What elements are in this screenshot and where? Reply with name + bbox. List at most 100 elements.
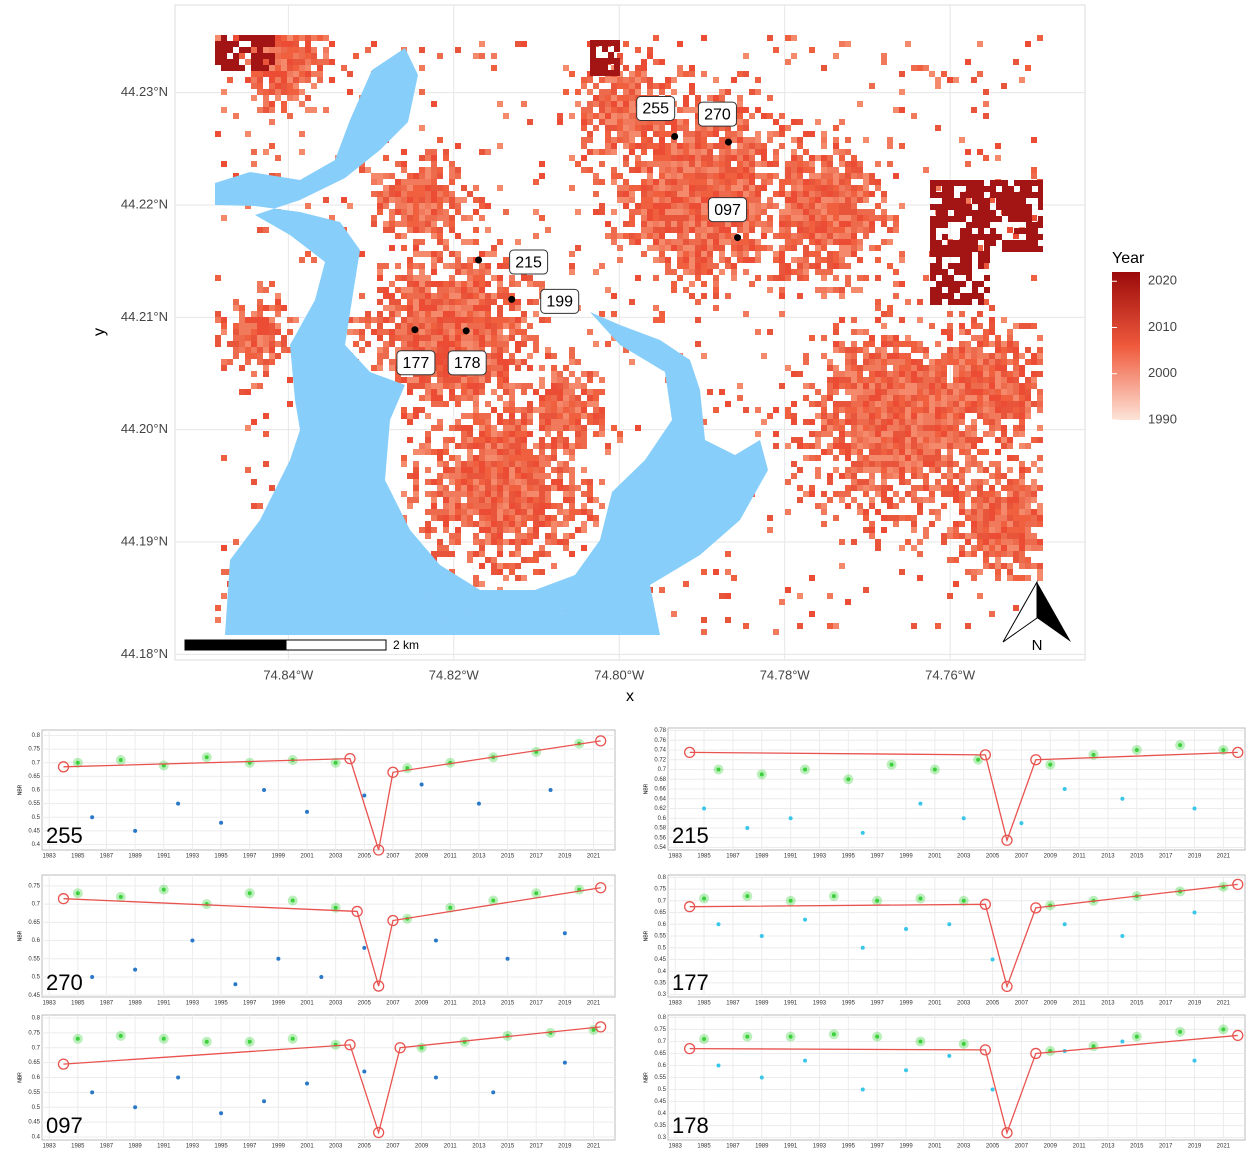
raster-cell (491, 323, 497, 329)
raster-cell (965, 461, 971, 467)
x-tick-label: 1985 (697, 854, 711, 860)
raster-cell (923, 371, 929, 377)
raster-cell (701, 617, 707, 623)
raster-cell (881, 209, 887, 215)
raster-cell (407, 263, 413, 269)
raster-cell (467, 305, 473, 311)
raster-cell (503, 455, 509, 461)
raster-cell (941, 419, 947, 425)
raster-cell (701, 221, 707, 227)
raster-cell (377, 197, 383, 203)
raster-cell (875, 395, 881, 401)
raster-cell (845, 377, 851, 383)
raster-cell (653, 155, 659, 161)
raster-cell (863, 233, 869, 239)
x-tick-label: 2021 (587, 1001, 601, 1007)
raster-cell (431, 191, 437, 197)
raster-cell (851, 539, 857, 545)
raster-cell (845, 191, 851, 197)
raster-cell (665, 155, 671, 161)
raster-cell (551, 377, 557, 383)
raster-cell (953, 353, 959, 359)
raster-cell (833, 341, 839, 347)
raster-cell (839, 431, 845, 437)
raster-cell (755, 89, 761, 95)
raster-cell (443, 149, 449, 155)
raster-cell (527, 539, 533, 545)
raster-cell (563, 395, 569, 401)
raster-cell (983, 497, 989, 503)
raster-cell (803, 221, 809, 227)
raster-cell (953, 443, 959, 449)
raster-cell (959, 371, 965, 377)
raster-cell (269, 47, 275, 53)
raster-cell (959, 359, 965, 365)
raster-cell (683, 107, 689, 113)
raster-cell (959, 365, 965, 371)
raster-cell (689, 71, 695, 77)
raster-cell (815, 191, 821, 197)
raster-cell (413, 377, 419, 383)
raster-cell (683, 209, 689, 215)
raster-cell (539, 509, 545, 515)
nbr-outlier (477, 802, 481, 806)
raster-cell (590, 40, 596, 46)
raster-cell (401, 491, 407, 497)
raster-cell (275, 89, 281, 95)
raster-cell (1037, 569, 1043, 575)
raster-cell (491, 425, 497, 431)
raster-cell (869, 407, 875, 413)
raster-cell (467, 269, 473, 275)
raster-cell (683, 287, 689, 293)
raster-cell (527, 365, 533, 371)
raster-cell (539, 503, 545, 509)
raster-cell (1013, 485, 1019, 491)
raster-cell (689, 149, 695, 155)
raster-cell (611, 239, 617, 245)
raster-cell (551, 413, 557, 419)
raster-cell (827, 161, 833, 167)
raster-cell (971, 485, 977, 491)
raster-cell (533, 473, 539, 479)
raster-cell (485, 557, 491, 563)
raster-cell (473, 497, 479, 503)
raster-cell (701, 269, 707, 275)
raster-cell (851, 329, 857, 335)
raster-cell (587, 131, 593, 137)
raster-cell (485, 377, 491, 383)
raster-cell (629, 143, 635, 149)
raster-cell (965, 509, 971, 515)
raster-cell (527, 503, 533, 509)
raster-cell (467, 281, 473, 287)
raster-cell (257, 383, 263, 389)
raster-cell (251, 149, 257, 155)
raster-cell (941, 425, 947, 431)
raster-cell (305, 203, 311, 209)
raster-cell (1013, 401, 1019, 407)
raster-cell (821, 353, 827, 359)
raster-cell (773, 233, 779, 239)
raster-cell (833, 425, 839, 431)
raster-cell (599, 149, 605, 155)
y-tick-label: 0.66 (654, 787, 666, 793)
raster-cell (954, 204, 960, 210)
raster-cell (1007, 341, 1013, 347)
raster-cell (569, 503, 575, 509)
raster-cell (941, 431, 947, 437)
raster-cell (845, 371, 851, 377)
raster-cell (596, 64, 602, 70)
raster-cell (281, 335, 287, 341)
raster-cell (347, 203, 353, 209)
raster-cell (653, 35, 659, 41)
raster-cell (257, 317, 263, 323)
raster-cell (569, 509, 575, 515)
raster-cell (353, 329, 359, 335)
raster-cell (803, 455, 809, 461)
raster-cell (875, 491, 881, 497)
raster-cell (485, 149, 491, 155)
raster-cell (689, 131, 695, 137)
nbr-outlier (362, 946, 366, 950)
raster-cell (515, 449, 521, 455)
raster-cell (593, 113, 599, 119)
raster-cell (671, 281, 677, 287)
